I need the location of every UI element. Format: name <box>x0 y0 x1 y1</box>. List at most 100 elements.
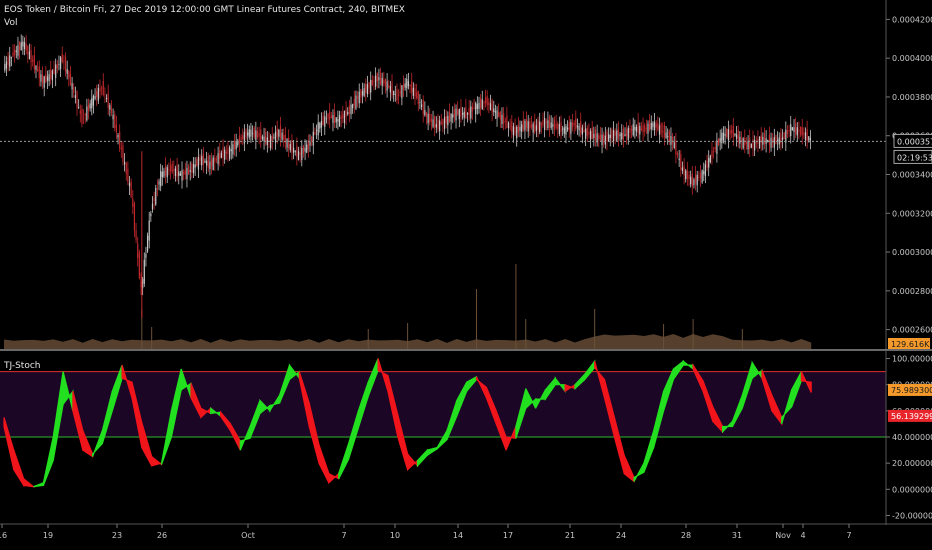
candle-body <box>120 148 122 150</box>
candle-body <box>731 130 733 134</box>
candle-body <box>48 74 50 82</box>
candle-body <box>25 43 27 51</box>
candle-body <box>448 112 451 122</box>
d-value-label: 56.1392993 <box>891 412 932 421</box>
candle-body <box>115 124 117 133</box>
candle-body <box>742 138 744 149</box>
candle-body <box>388 85 390 88</box>
candle-body <box>81 108 83 124</box>
volume-tag[interactable] <box>888 338 930 349</box>
stoch-ribbon-segment <box>407 452 419 472</box>
candle-body <box>791 127 793 131</box>
candle-body <box>713 150 715 152</box>
candle-body <box>601 134 603 146</box>
candle-body <box>153 198 155 201</box>
k-value-tag[interactable] <box>888 383 932 396</box>
candle-body <box>142 278 144 289</box>
candle-body <box>324 116 326 127</box>
candle-body <box>53 68 55 74</box>
time-axis[interactable]: 16 19 23 26 Oct 7 10 14 17 21 24 28 31 Nov 4 7 <box>0 523 932 540</box>
candle-body <box>473 107 475 109</box>
candle-body <box>762 136 764 145</box>
candle-body <box>708 158 710 168</box>
candle-body <box>732 125 734 138</box>
candle-body <box>197 156 200 170</box>
candle-body <box>589 131 592 140</box>
stoch-tick-label: 100.0000000 <box>892 355 932 364</box>
candle-body <box>562 128 564 130</box>
candle-body <box>430 118 433 122</box>
candle-body <box>358 91 360 104</box>
indicator-legend[interactable]: TJ-Stoch <box>4 361 41 371</box>
candle-body <box>135 230 137 240</box>
candle-body <box>194 164 196 168</box>
candle-body <box>511 121 513 133</box>
candle-body <box>660 123 662 134</box>
candle-body <box>499 112 501 120</box>
volume-bars <box>4 264 812 349</box>
candle-body <box>201 156 203 166</box>
candle-body <box>401 85 403 99</box>
candle-body <box>307 140 309 150</box>
volume-legend[interactable]: Vol <box>4 18 18 28</box>
candle-body <box>22 41 24 47</box>
candle-body <box>219 150 221 160</box>
candle-body <box>9 55 11 67</box>
candle-body <box>376 72 378 82</box>
candle-body <box>360 89 362 98</box>
candle-body <box>91 98 93 109</box>
time-tick-label: 7 <box>341 531 346 540</box>
candle-body <box>542 119 544 126</box>
candle-body <box>251 132 254 134</box>
candle-body <box>27 45 29 55</box>
candle-body <box>40 74 42 82</box>
candle-body <box>727 129 729 141</box>
candle-body <box>327 113 329 119</box>
candle-body <box>391 82 393 96</box>
candle-body <box>581 127 583 135</box>
candle-body <box>626 129 628 137</box>
candle-body <box>276 128 278 138</box>
candle-body <box>206 160 208 166</box>
candle-body <box>181 170 183 181</box>
stoch-axis[interactable]: 100.000000080.000000060.000000040.000000… <box>885 350 932 525</box>
candle-body <box>519 126 521 131</box>
candle-body <box>125 163 127 174</box>
candle-body <box>640 128 643 131</box>
candle-body <box>397 94 400 96</box>
candle-body <box>286 139 288 148</box>
candle-body <box>604 135 606 145</box>
candle-body <box>355 95 357 109</box>
candle-body <box>734 133 736 136</box>
candle-body <box>470 106 472 119</box>
candle-body <box>396 88 398 101</box>
stoch-ribbon-segment <box>633 462 645 482</box>
d-value-tag[interactable] <box>888 409 932 422</box>
candle-body <box>366 84 369 95</box>
candle-body <box>461 112 464 115</box>
candle-body <box>319 122 321 129</box>
candle-body <box>663 125 665 138</box>
candle-body <box>169 165 172 172</box>
candle-body <box>143 259 145 284</box>
candle-body <box>178 171 180 177</box>
candle-body <box>133 203 136 231</box>
candle-body <box>765 138 767 145</box>
candle-body <box>122 144 124 163</box>
candle-body <box>14 49 16 56</box>
candle-body <box>12 52 14 57</box>
candlestick-series <box>4 34 812 318</box>
candle-body <box>381 77 383 86</box>
stoch-ribbon-segment <box>416 448 428 468</box>
candle-body <box>171 163 173 173</box>
candle-body <box>43 76 45 88</box>
price-axis[interactable]: 0.00042000.00040000.00038000.00036000.00… <box>885 0 932 350</box>
current-price-tag[interactable] <box>893 133 932 148</box>
time-tick-label: 31 <box>732 531 742 540</box>
candle-body <box>793 127 795 132</box>
candle-body <box>506 115 508 128</box>
price-tick-label: 0.0002800 <box>892 287 932 296</box>
candle-body <box>291 140 293 153</box>
candle-body <box>650 123 652 130</box>
